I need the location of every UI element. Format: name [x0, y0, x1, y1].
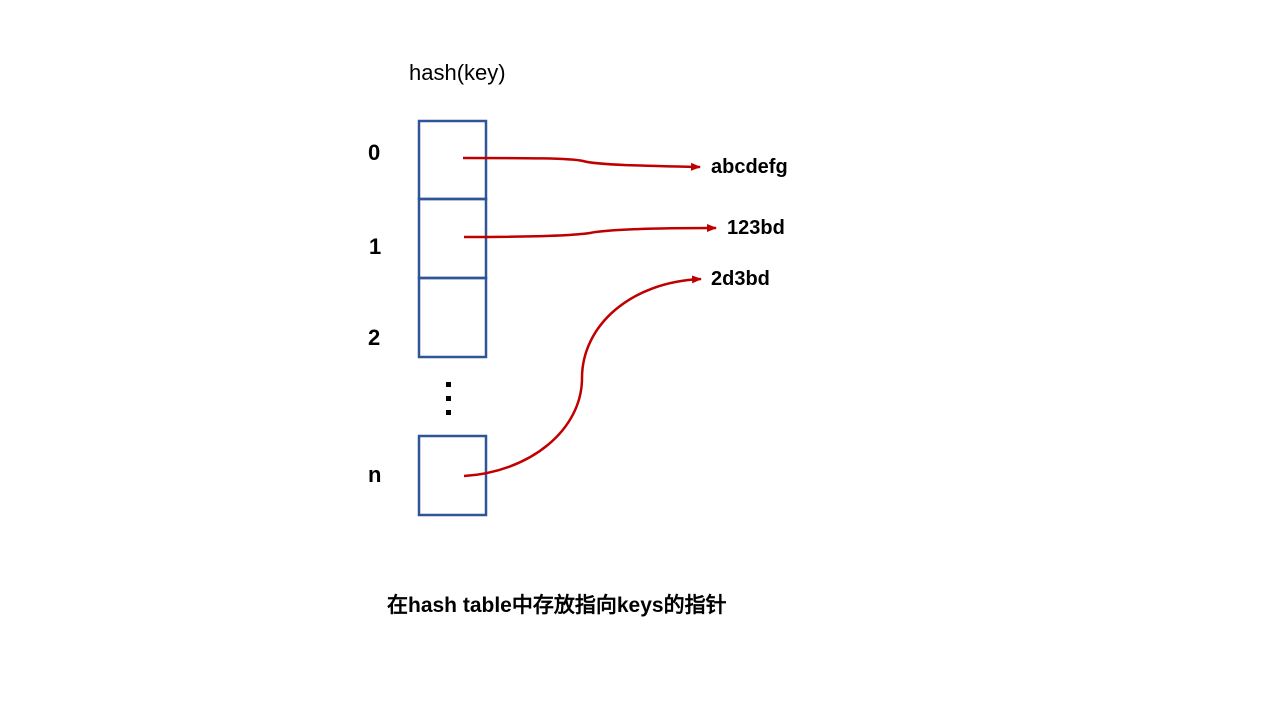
slot-0-cell	[417, 119, 488, 201]
key-label-abcdefg: abcdefg	[711, 156, 788, 178]
index-label-n: n	[368, 462, 382, 487]
key-label-2d3bd: 2d3bd	[711, 268, 770, 290]
diagram-caption: 在hash table中存放指向keys的指针	[387, 594, 727, 617]
pointer-arrow-1	[463, 224, 717, 239]
pointer-arrow-0	[462, 156, 701, 171]
vertical-ellipsis	[446, 382, 451, 415]
index-label-2: 2	[368, 325, 381, 350]
pointer-arrow-n	[463, 275, 702, 478]
key-label-123bd: 123bd	[727, 217, 785, 239]
index-label-1: 1	[369, 234, 382, 259]
slot-n-cell	[417, 434, 488, 517]
index-label-0: 0	[368, 140, 381, 165]
hash-function-label: hash(key)	[409, 60, 506, 85]
slot-1-cell	[417, 197, 488, 280]
slot-2-cell	[417, 276, 488, 359]
